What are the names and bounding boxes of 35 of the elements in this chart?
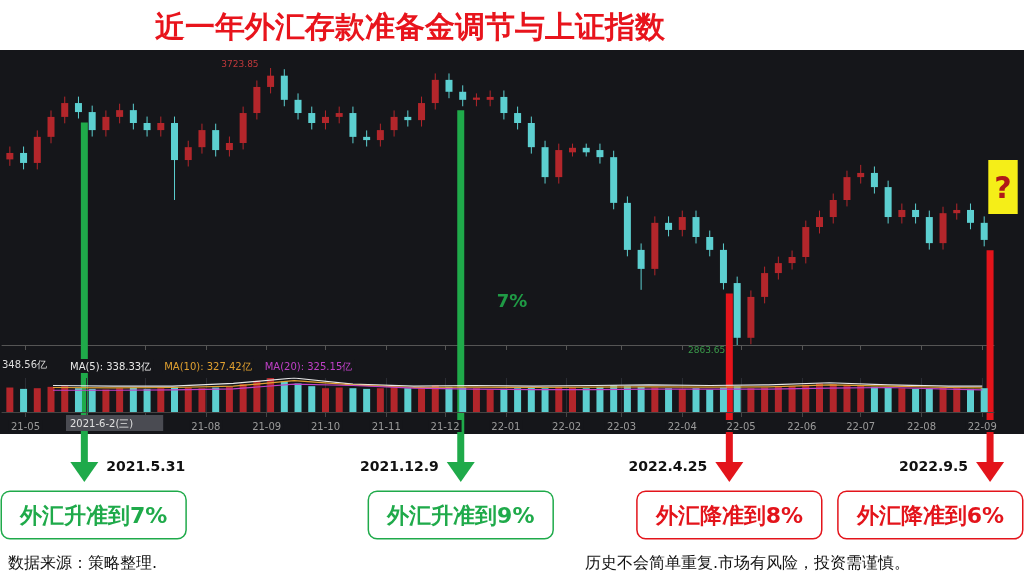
source-note: 数据来源：策略整理. — [8, 552, 158, 572]
text: 2021-6-2(三) — [70, 417, 134, 429]
text: ? — [994, 169, 1012, 205]
ref-line-label: 2021.5.31 — [106, 458, 186, 474]
annotation: 3723.85 — [221, 58, 259, 69]
text: 外汇升准到7% — [19, 502, 168, 528]
annotation: 7% — [496, 289, 528, 311]
text: 外汇降准到6% — [855, 502, 1004, 528]
x-tick-label: 22-07 — [846, 420, 876, 432]
text: 历史不会简单重复.市场有风险，投资需谨慎。 — [585, 552, 911, 572]
x-tick-label: 22-05 — [726, 420, 756, 432]
x-tick-label: 22-03 — [606, 420, 637, 432]
text: 外汇升准到9% — [386, 502, 535, 528]
chart-title: 近一年外汇存款准备金调节与上证指数 — [155, 8, 666, 44]
x-tick-label: 22-01 — [491, 420, 521, 432]
x-tick-label: 22-02 — [552, 420, 582, 432]
series-label: MA(5): 338.33亿 — [70, 360, 152, 372]
x-tick-label: 21-10 — [310, 420, 341, 432]
text: 348.56亿 — [2, 358, 47, 370]
x-tick-label: 21-11 — [371, 420, 401, 432]
x-tick-label: 21-09 — [252, 420, 282, 432]
x-tick-label: 21-08 — [191, 420, 221, 432]
x-tick-label: 22-09 — [967, 420, 997, 432]
x-tick-label: 22-06 — [787, 420, 817, 432]
x-tick-label: 21-12 — [430, 420, 460, 432]
ref-line-label: 2022.4.25 — [628, 458, 708, 474]
x-tick-label: 21-05 — [10, 420, 41, 432]
x-tick-label: 22-08 — [906, 420, 936, 432]
series-label: MA(10): 327.42亿 — [164, 360, 252, 372]
annotation: 2863.65 — [687, 344, 726, 355]
text: 外汇降准到8% — [654, 502, 804, 528]
ref-line-label: 2022.9.5 — [898, 458, 969, 474]
series-label: MA(20): 325.15亿 — [264, 360, 353, 372]
x-tick-label: 22-04 — [667, 420, 697, 432]
ref-line-label: 2021.12.9 — [359, 458, 439, 474]
